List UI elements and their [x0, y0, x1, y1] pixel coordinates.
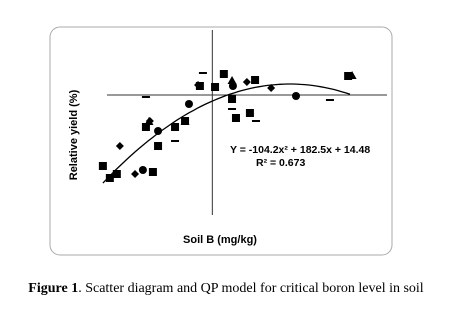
r-squared: R² = 0.673: [256, 157, 305, 169]
point-diamond: [131, 170, 140, 178]
point-dash: [198, 72, 207, 74]
point-square: [219, 70, 228, 78]
point-diamond: [115, 142, 124, 150]
equation: Y = -104.2x² + 182.5x + 14.48: [230, 144, 370, 156]
plot-frame: [49, 26, 393, 256]
point-dash: [171, 140, 180, 142]
point-dash: [228, 108, 237, 110]
point-triangle: [180, 117, 190, 125]
point-diamond: [242, 78, 251, 86]
point-square: [141, 123, 150, 131]
y-axis-label: Relative yield (%): [68, 89, 80, 180]
point-triangle: [144, 117, 154, 125]
point-square: [211, 83, 220, 91]
point-dash: [325, 99, 334, 101]
point-dash: [251, 120, 260, 122]
point-square: [154, 142, 163, 150]
point-diamond: [194, 81, 203, 89]
point-circle: [154, 127, 163, 135]
point-square: [245, 109, 254, 117]
point-square: [148, 168, 157, 176]
caption: Figure 1. Scatter diagram and QP model f…: [28, 281, 424, 296]
point-circle: [138, 166, 147, 174]
x-axis-label: Soil B (mg/kg): [183, 234, 257, 246]
point-square: [228, 95, 237, 103]
point-square: [251, 76, 260, 84]
point-square: [105, 174, 114, 182]
point-triangle: [227, 76, 237, 84]
point-circle: [184, 100, 193, 108]
point-square: [344, 72, 353, 80]
fit-curve: [102, 83, 351, 184]
point-square: [112, 170, 121, 178]
caption-label: Figure 1: [28, 281, 78, 296]
point-square: [171, 123, 180, 131]
point-square: [98, 162, 107, 170]
point-diamond: [267, 84, 276, 92]
point-dash: [141, 96, 150, 98]
point-square: [231, 114, 240, 122]
point-triangle: [347, 71, 357, 79]
caption-text: . Scatter diagram and QP model for criti…: [78, 281, 424, 296]
point-circle: [291, 92, 300, 100]
